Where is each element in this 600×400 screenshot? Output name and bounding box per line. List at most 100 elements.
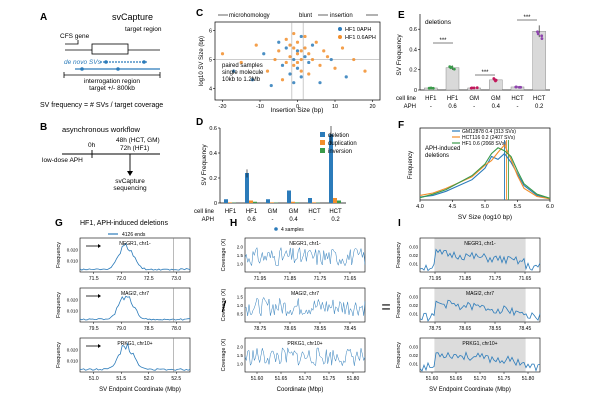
x-tick-label: 78.45 [519, 326, 532, 332]
panel-g-xlabel: SV Endpoint Coordinate (Mbp) [99, 387, 181, 393]
scatter-point [325, 55, 330, 59]
panel-i-letter: I [398, 218, 401, 229]
gene-label: NEGR1, chr1- [289, 241, 321, 247]
y-axis-label: Frequency [56, 242, 62, 268]
scatter-point [265, 69, 270, 73]
y-tick-label: 0.01 [409, 362, 418, 367]
y-axis-label: Frequency [396, 342, 402, 368]
x-aph-label: - [230, 217, 232, 223]
panel-a-letter: A [40, 12, 47, 23]
x-tick-label: 78.75 [254, 326, 267, 332]
x-category-label: HF1 [447, 96, 459, 102]
bar [291, 201, 295, 203]
panel-e-letter: E [398, 10, 405, 21]
y-tick-label: 0.4 [409, 47, 417, 53]
target-region-box [91, 43, 129, 55]
bar [295, 202, 299, 203]
y-tick-label: 0.02 [409, 303, 418, 308]
scatter-point [288, 43, 292, 47]
x-tick-label: 51.75 [323, 376, 336, 382]
x-tick-label: 71.95 [254, 276, 267, 282]
y-axis-label: Frequency [396, 242, 402, 268]
scatter-point [329, 57, 333, 62]
panel-c-points [220, 31, 367, 88]
x-category-label: HCT [308, 209, 321, 215]
gene-label: PRKG1, chr10+ [287, 341, 322, 347]
y-axis-label: Coverage (X) [221, 338, 227, 371]
x-tick-label: 51.80 [522, 376, 535, 382]
panel-g-letter: G [55, 218, 63, 229]
scatter-point [295, 66, 300, 70]
panel-a: A svCapture CFS gene target region de no… [40, 12, 163, 109]
scatter-point [333, 66, 337, 70]
y-tick-label: 0.5 [237, 312, 244, 317]
scatter-point [288, 55, 292, 59]
y-tick-label: 0.020 [67, 247, 79, 252]
x-tick-label: 51.65 [275, 376, 288, 382]
gene-label: MAGI2, chr7 [121, 291, 149, 297]
panel-h-rows: NEGR1, chr1- 71.95 71.85 71.75 71.65 1.0 1.5 2.… [221, 237, 366, 382]
y-tick-label: 1.5 [237, 353, 244, 358]
legend-swatch [320, 148, 325, 153]
scatter-point [299, 69, 303, 73]
scatter-point [292, 31, 296, 36]
direction-arrowhead [98, 344, 101, 348]
x-tick-label: 71.85 [459, 276, 472, 282]
subplot-frame [79, 237, 191, 273]
scatter-point [299, 49, 303, 53]
y-tick-label: 0.020 [67, 297, 79, 302]
y-tick-label: 1.0 [237, 262, 244, 267]
signal-line [244, 347, 366, 367]
sv-endpoint-dot [142, 60, 146, 64]
scatter-point [295, 60, 300, 65]
x-tick-label: 71.75 [489, 276, 502, 282]
panel-g-title: HF1, APH-induced deletions [80, 220, 168, 227]
sequencing-arrowhead [127, 171, 133, 176]
scatter-point [299, 75, 303, 79]
bar [253, 201, 257, 203]
panel-c-legend-0: HF1 0APH [345, 27, 371, 33]
x-tick-label: 5.5 [514, 204, 522, 210]
subplot: NEGR1, chr1- 71.95 71.85 71.75 71.65 1.0 1.5 2.… [221, 237, 366, 282]
y-tick-label: 0.6 [209, 126, 217, 132]
panel-d-letter: D [196, 117, 203, 128]
x-tick-label: 72.5 [144, 276, 154, 282]
x-aph-label: - [473, 104, 475, 110]
x-tick-label: 51.70 [474, 376, 487, 382]
legend-marker [274, 227, 278, 231]
bar [224, 199, 228, 203]
x-tick-label: 51.0 [89, 376, 99, 382]
panel-e-aph-label: APH [404, 104, 416, 110]
scatter-point [322, 49, 326, 53]
panel-f-xlabel: SV Size (log10 bp) [458, 214, 512, 221]
panel-c-y-ticks: 4 5 6 [209, 29, 215, 92]
panel-b-seq2: sequencing [113, 185, 147, 192]
scatter-point [307, 60, 311, 65]
x-category-label: HF1 [425, 96, 437, 102]
y-axis-label: Coverage (X) [221, 238, 227, 271]
signal-line [419, 248, 541, 272]
direction-arrowhead [98, 244, 101, 248]
sv-endpoint-dot [80, 67, 84, 71]
x-tick-label: 71.75 [314, 276, 327, 282]
scatter-point [273, 57, 277, 62]
panel-e-title: deletions [425, 19, 452, 26]
panel-e-ylabel: SV Frequency [396, 34, 403, 76]
panel-c-legend: HF1 0APH HF1 0.6APH [338, 27, 376, 41]
x-tick-label: 71.5 [89, 276, 99, 282]
x-tick-label: 6.0 [546, 204, 554, 210]
x-aph-label: - [272, 217, 274, 223]
gene-start-arrow [65, 40, 79, 45]
panel-h-xlabel: Coordinate (Mbp) [277, 387, 324, 393]
scatter-point [288, 72, 292, 76]
panel-e-x-labels: HF1 - HF1 0.6 GM - GM 0.4 HCT - HCT 0.2 [425, 96, 545, 110]
bar [270, 202, 274, 203]
panel-c-letter: C [196, 8, 203, 19]
panel-f-legend-1: HCT116 0.2 (2407 SVs) [462, 135, 515, 141]
scatter-point [340, 46, 345, 50]
y-axis-label: Frequency [56, 292, 62, 318]
y-axis-label: Frequency [396, 292, 402, 318]
scatter-point [277, 49, 281, 53]
scatter-point [310, 43, 315, 47]
